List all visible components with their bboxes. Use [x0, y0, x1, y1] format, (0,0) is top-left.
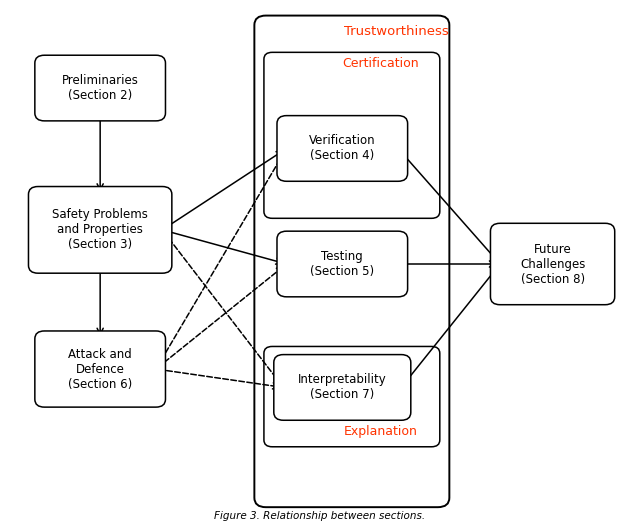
Text: Testing
(Section 5): Testing (Section 5) [310, 250, 374, 278]
Text: Certification: Certification [342, 56, 419, 70]
Text: Safety Problems
and Properties
(Section 3): Safety Problems and Properties (Section … [52, 209, 148, 251]
Text: Interpretability
(Section 7): Interpretability (Section 7) [298, 373, 387, 401]
FancyBboxPatch shape [264, 52, 440, 218]
FancyBboxPatch shape [35, 331, 166, 407]
Text: Figure 3. Relationship between sections.: Figure 3. Relationship between sections. [214, 511, 426, 521]
Text: Explanation: Explanation [344, 426, 417, 438]
FancyBboxPatch shape [490, 223, 614, 305]
FancyBboxPatch shape [277, 116, 408, 181]
Text: Trustworthiness: Trustworthiness [344, 25, 449, 38]
FancyBboxPatch shape [28, 186, 172, 273]
FancyBboxPatch shape [264, 346, 440, 447]
Text: Verification
(Section 4): Verification (Section 4) [309, 135, 376, 163]
Text: Attack and
Defence
(Section 6): Attack and Defence (Section 6) [68, 347, 132, 391]
Text: Preliminaries
(Section 2): Preliminaries (Section 2) [61, 74, 139, 102]
FancyBboxPatch shape [254, 15, 449, 507]
FancyBboxPatch shape [274, 355, 411, 420]
Text: Future
Challenges
(Section 8): Future Challenges (Section 8) [520, 242, 585, 286]
FancyBboxPatch shape [277, 231, 408, 297]
FancyBboxPatch shape [35, 55, 166, 121]
